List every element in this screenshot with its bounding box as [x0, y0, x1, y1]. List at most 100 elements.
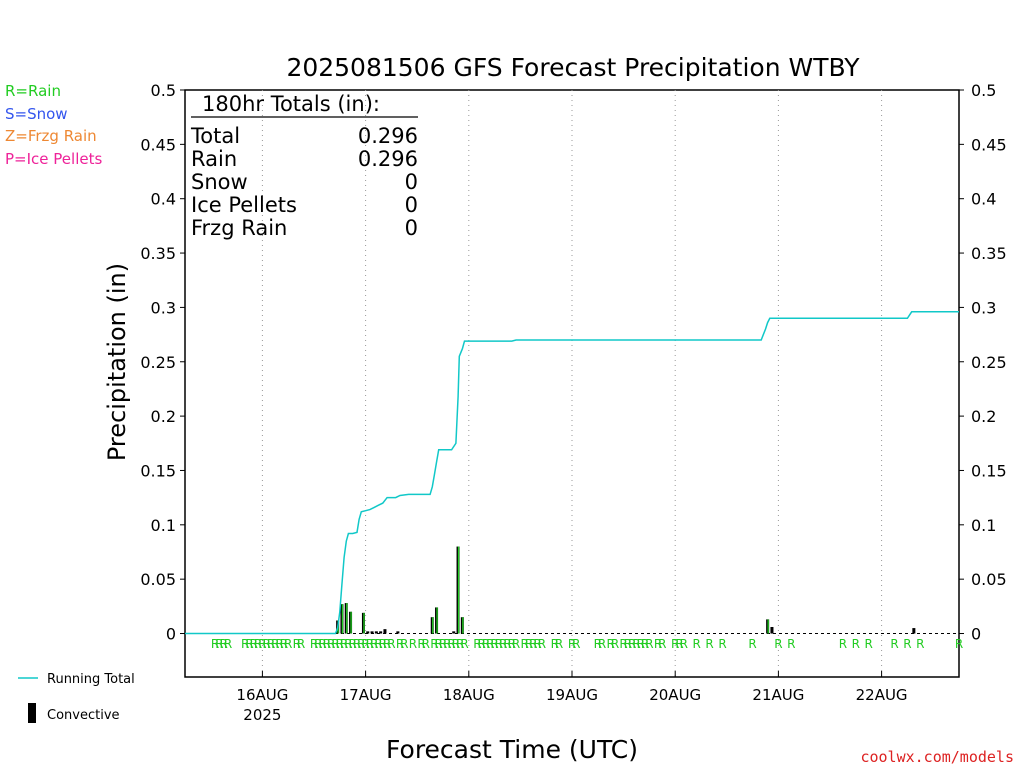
rain-marker: R	[297, 637, 305, 651]
y-tick-label-left: 0.1	[151, 516, 176, 535]
running-total-series	[185, 311, 959, 635]
rain-marker: R	[447, 637, 455, 651]
rain-bar-fill	[363, 612, 365, 634]
rain-marker: R	[555, 637, 563, 651]
precip-bar	[366, 631, 370, 634]
rain-marker: R	[718, 637, 726, 651]
rain-marker: R	[787, 637, 795, 651]
rain-marker: R	[624, 637, 632, 651]
rain-marker: R	[452, 637, 460, 651]
rain-marker: R	[284, 637, 292, 651]
rain-bar-fill	[341, 604, 344, 634]
totals-label: Snow	[191, 170, 248, 194]
legend-snow: S=Snow	[5, 105, 68, 123]
x-tick-label: 17AUG	[340, 686, 392, 704]
rain-marker: R	[400, 637, 408, 651]
rain-marker: R	[955, 637, 963, 651]
y-tick-label-right: 0.45	[971, 135, 1007, 154]
rain-marker: R	[271, 637, 279, 651]
rain-marker: R	[456, 637, 464, 651]
x-tick-label: 19AUG	[546, 686, 598, 704]
rain-marker: R	[275, 637, 283, 651]
rain-marker: R	[383, 637, 391, 651]
x-tick-label: 22AUG	[856, 686, 908, 704]
y-axis-right: 0 0.05 0.1 0.15 0.2 0.25 0.3 0.35 0.4 0.45 0.5	[959, 81, 1007, 644]
precip-bar	[396, 631, 400, 634]
totals-label: Ice Pellets	[191, 193, 297, 217]
rain-marker: R	[512, 637, 520, 651]
totals-value: 0.296	[358, 124, 418, 148]
rain-marker: R	[503, 637, 511, 651]
rain-marker: R	[241, 637, 249, 651]
y-tick-label-left: 0.25	[140, 353, 176, 372]
rain-marker: R	[645, 637, 653, 651]
rain-marker: R	[607, 637, 615, 651]
rain-bar-fill	[436, 607, 438, 634]
totals-heading: 180hr Totals (in):	[202, 92, 380, 116]
rain-marker: R	[641, 637, 649, 651]
precip-bar	[452, 631, 456, 634]
totals-label: Rain	[191, 147, 237, 171]
rain-marker: R	[439, 637, 447, 651]
y-axis-left: 0 0.05 0.1 0.15 0.2 0.25 0.3 0.35 0.4 0.45 0.5	[140, 81, 185, 644]
convective-legend-swatch	[28, 703, 36, 723]
rain-marker: R	[478, 637, 486, 651]
x-tick-label: 16AUG	[236, 686, 288, 704]
rain-marker: R	[220, 637, 228, 651]
rain-marker: R	[336, 637, 344, 651]
running-total-line	[185, 311, 959, 635]
y-tick-label-left: 0	[166, 625, 176, 644]
rain-marker: R	[314, 637, 322, 651]
rain-marker: R	[323, 637, 331, 651]
y-axis-label: Precipitation (in)	[103, 263, 131, 461]
rain-bar-fill	[350, 611, 352, 634]
rain-marker: R	[538, 637, 546, 651]
rain-marker: R	[490, 637, 498, 651]
rain-marker: R	[495, 637, 503, 651]
totals-value: 0	[405, 170, 418, 194]
totals-label: Total	[190, 124, 240, 148]
rain-marker: R	[344, 637, 352, 651]
rain-bar-fill	[457, 546, 460, 634]
rain-marker: R	[903, 637, 911, 651]
rain-marker: R	[865, 637, 873, 651]
rain-marker: R	[409, 637, 417, 651]
rain-marker: R	[619, 637, 627, 651]
rain-marker: R	[482, 637, 490, 651]
rain-marker: R	[705, 637, 713, 651]
rain-marker: R	[598, 637, 606, 651]
rain-marker: R	[508, 637, 516, 651]
precip-bar	[912, 628, 916, 634]
rain-marker: R	[349, 637, 357, 651]
rain-marker: R	[435, 637, 443, 651]
rain-marker: R	[839, 637, 847, 651]
totals-value: 0	[405, 216, 418, 240]
x-tick-label: 20AUG	[649, 686, 701, 704]
rain-marker: R	[680, 637, 688, 651]
rain-marker: R	[396, 637, 404, 651]
y-tick-label-right: 0.5	[971, 81, 996, 100]
rain-marker: R	[671, 637, 679, 651]
rain-marker: R	[379, 637, 387, 651]
rain-marker: R	[224, 637, 232, 651]
rain-marker: R	[250, 637, 258, 651]
precip-bar	[370, 631, 374, 634]
rain-marker: R	[525, 637, 533, 651]
y-tick-label-right: 0.05	[971, 570, 1007, 589]
y-tick-label-left: 0.2	[151, 407, 176, 426]
rain-marker: R	[551, 637, 559, 651]
y-tick-label-right: 0.4	[971, 190, 996, 209]
totals-rows: Total 0.296 Rain 0.296 Snow 0 Ice Pellets 0 Frzg…	[190, 124, 418, 240]
rain-marker: R	[486, 637, 494, 651]
rain-marker: R	[387, 637, 395, 651]
rain-marker: R	[628, 637, 636, 651]
rain-marker: R	[263, 637, 271, 651]
x-axis: 16AUG 2025 17AUG 18AUG 19AUG 20AUG 21AUG 22AUG	[236, 671, 908, 724]
totals-box: 180hr Totals (in): Total 0.296 Rain 0.296 Sn…	[190, 92, 418, 240]
rain-marker: R	[327, 637, 335, 651]
precip-bar	[770, 626, 774, 634]
rain-marker: R	[675, 637, 683, 651]
rain-marker: R	[331, 637, 339, 651]
rain-bar-fill	[346, 603, 348, 634]
